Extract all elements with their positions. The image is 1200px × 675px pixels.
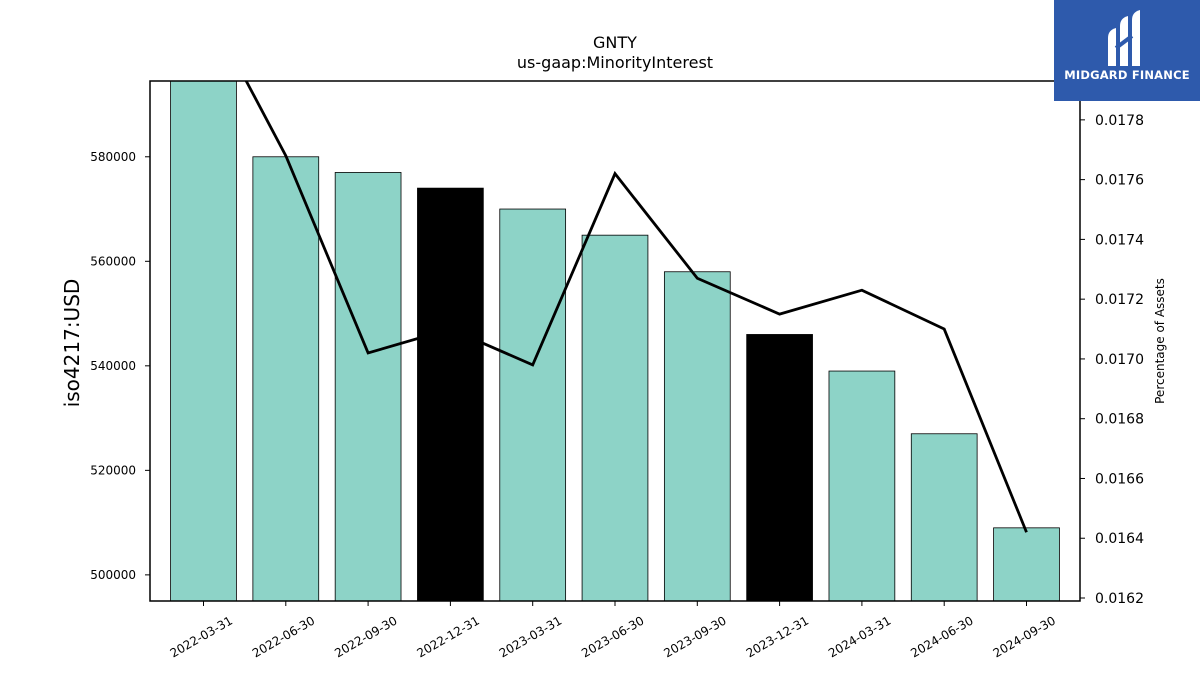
y-tick-label: 560000 — [90, 254, 136, 268]
line-group — [244, 81, 1028, 533]
chart-title: GNTY — [593, 33, 637, 52]
y2-tick-label: 0.0170 — [1095, 352, 1144, 368]
y-tick-label: 500000 — [90, 568, 136, 582]
bar-2022-12-31 — [417, 187, 484, 602]
x-tick-label: 2024-09-30 — [991, 613, 1058, 660]
y-tick-label: 520000 — [90, 463, 136, 477]
bar-2023-03-31 — [499, 208, 567, 602]
x-tick-label: 2023-09-30 — [661, 613, 728, 660]
y2-tick-label: 0.0176 — [1095, 173, 1144, 189]
y2-tick-label: 0.0178 — [1095, 113, 1144, 129]
y-axis: 500000 520000 540000 560000 580000 — [90, 150, 150, 582]
bar-2023-06-30 — [581, 234, 649, 602]
y2-tick-label: 0.0168 — [1095, 412, 1144, 428]
bar-2022-09-30 — [334, 172, 402, 602]
brand-logo: MIDGARD FINANCE — [1054, 0, 1200, 101]
y2-tick-label: 0.0166 — [1095, 471, 1144, 487]
bar-2022-06-30 — [252, 156, 320, 602]
x-tick-label: 2024-06-30 — [908, 613, 975, 660]
brand-name: MIDGARD FINANCE — [1064, 68, 1190, 82]
y2-axis-label: Percentage of Assets — [1153, 278, 1167, 404]
x-tick-label: 2022-03-31 — [168, 613, 235, 660]
chart-subtitle: us-gaap:MinorityInterest — [517, 53, 713, 72]
line-percentage-of-assets — [244, 81, 1028, 533]
bar-2023-12-31 — [746, 334, 813, 602]
y-axis-label: iso4217:USD — [60, 279, 84, 408]
bar-2022-03-31 — [170, 80, 237, 602]
x-tick-label: 2023-12-31 — [744, 613, 811, 660]
x-tick-label: 2023-06-30 — [579, 613, 646, 660]
y2-tick-label: 0.0174 — [1095, 232, 1144, 248]
x-tick-label: 2023-03-31 — [497, 613, 564, 660]
bar-2024-06-30 — [910, 433, 978, 602]
x-tick-label: 2022-09-30 — [332, 613, 399, 660]
x-tick-label: 2022-12-31 — [414, 613, 481, 660]
bar-2024-09-30 — [993, 527, 1060, 602]
y-tick-label: 580000 — [90, 150, 136, 164]
x-tick-label: 2024-03-31 — [826, 613, 893, 660]
y2-tick-label: 0.0162 — [1095, 591, 1144, 607]
bar-2023-09-30 — [663, 271, 731, 602]
bar-2024-03-31 — [828, 370, 896, 602]
y2-axis: 0.0162 0.0164 0.0166 0.0168 0.0170 0.0172 0.01… — [1080, 113, 1144, 607]
bars-group — [170, 80, 1060, 602]
logo-mark-icon — [1108, 10, 1140, 66]
x-tick-label: 2022-06-30 — [250, 613, 317, 660]
y2-tick-label: 0.0164 — [1095, 531, 1144, 547]
x-axis: 2022-03-31 2022-06-30 2022-09-30 2022-12-31… — [168, 601, 1058, 660]
y-tick-label: 540000 — [90, 359, 136, 373]
y2-tick-label: 0.0172 — [1095, 292, 1144, 308]
